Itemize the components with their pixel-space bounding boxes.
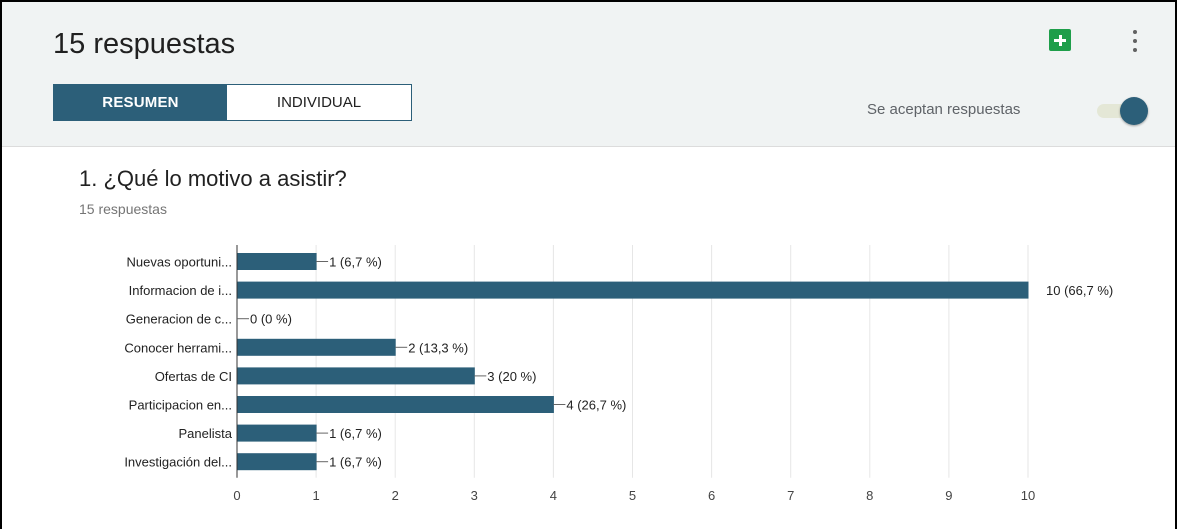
- toggle-knob: [1120, 97, 1148, 125]
- data-label: 4 (26,7 %): [566, 398, 626, 413]
- question-response-count: 15 respuestas: [79, 201, 167, 217]
- category-label: Participacion en...: [129, 398, 232, 413]
- data-label: 3 (20 %): [487, 369, 536, 384]
- x-tick-label: 4: [550, 488, 557, 503]
- category-label: Conocer herrami...: [124, 340, 232, 355]
- category-label: Ofertas de CI: [155, 369, 232, 384]
- category-label: Generacion de c...: [126, 312, 232, 327]
- accepting-responses-label: Se aceptan respuestas: [867, 101, 1021, 118]
- x-tick-label: 1: [312, 488, 319, 503]
- bar: [237, 281, 1029, 299]
- view-tabs: RESUMEN INDIVIDUAL: [53, 84, 412, 121]
- tab-individual[interactable]: INDIVIDUAL: [276, 94, 362, 111]
- bar-chart: 0 1 2 3 4 5 6 7 8 9 10 Nuevas oportuni... 1 (6,7 %) I…: [124, 245, 1113, 503]
- category-label: Nuevas oportuni...: [126, 255, 232, 270]
- data-label: 1 (6,7 %): [329, 255, 382, 270]
- bar: [237, 424, 317, 442]
- bar: [237, 453, 317, 471]
- data-label: 10 (66,7 %): [1046, 283, 1113, 298]
- accepting-responses-toggle[interactable]: [1094, 96, 1150, 125]
- category-label: Informacion de i...: [129, 283, 232, 298]
- category-label: Investigación del...: [124, 455, 232, 470]
- x-tick-label: 0: [233, 488, 240, 503]
- x-tick-label: 5: [629, 488, 636, 503]
- summary-header: 15 respuestas RESUMEN INDIVIDUAL Se acep…: [2, 2, 1175, 147]
- data-label: 2 (13,3 %): [408, 340, 468, 355]
- question-title: 1. ¿Qué lo motivo a asistir?: [79, 166, 347, 191]
- x-tick-label: 9: [945, 488, 952, 503]
- x-tick-label: 7: [787, 488, 794, 503]
- x-tick-label: 3: [471, 488, 478, 503]
- bar: [237, 396, 554, 413]
- page-title: 15 respuestas: [53, 28, 236, 60]
- bar: [237, 253, 317, 270]
- more-vert-icon[interactable]: [1126, 30, 1144, 52]
- bar: [237, 338, 396, 356]
- tab-resumen[interactable]: RESUMEN: [54, 85, 227, 120]
- bar: [237, 367, 475, 385]
- data-label: 1 (6,7 %): [329, 455, 382, 470]
- x-tick-label: 10: [1021, 488, 1035, 503]
- sheets-icon[interactable]: [1049, 29, 1071, 51]
- category-label: Panelista: [179, 426, 233, 441]
- x-tick-label: 2: [392, 488, 399, 503]
- data-label: 1 (6,7 %): [329, 426, 382, 441]
- data-label: 0 (0 %): [250, 312, 292, 327]
- x-tick-label: 8: [866, 488, 873, 503]
- x-tick-label: 6: [708, 488, 715, 503]
